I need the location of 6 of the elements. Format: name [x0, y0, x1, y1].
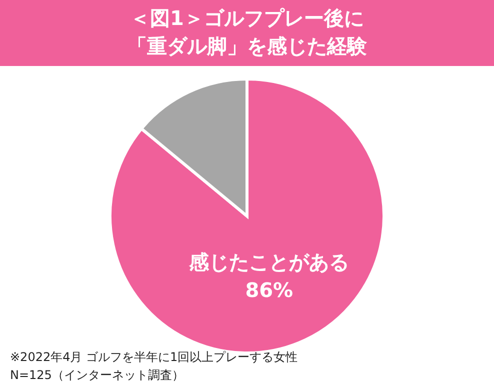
chart-title: ＜図1＞ゴルフプレー後に — [130, 6, 364, 30]
text: ※2022年4月 ゴルフを半年に1回以上プレーする女性 — [10, 350, 298, 364]
chart-subtitle: 「重ダル脚」を感じた経験 — [127, 34, 368, 58]
data-label: 86% — [245, 278, 294, 302]
text: N=125（インターネット調査） — [10, 368, 184, 382]
slice-label: 感じたことがある — [188, 250, 350, 274]
